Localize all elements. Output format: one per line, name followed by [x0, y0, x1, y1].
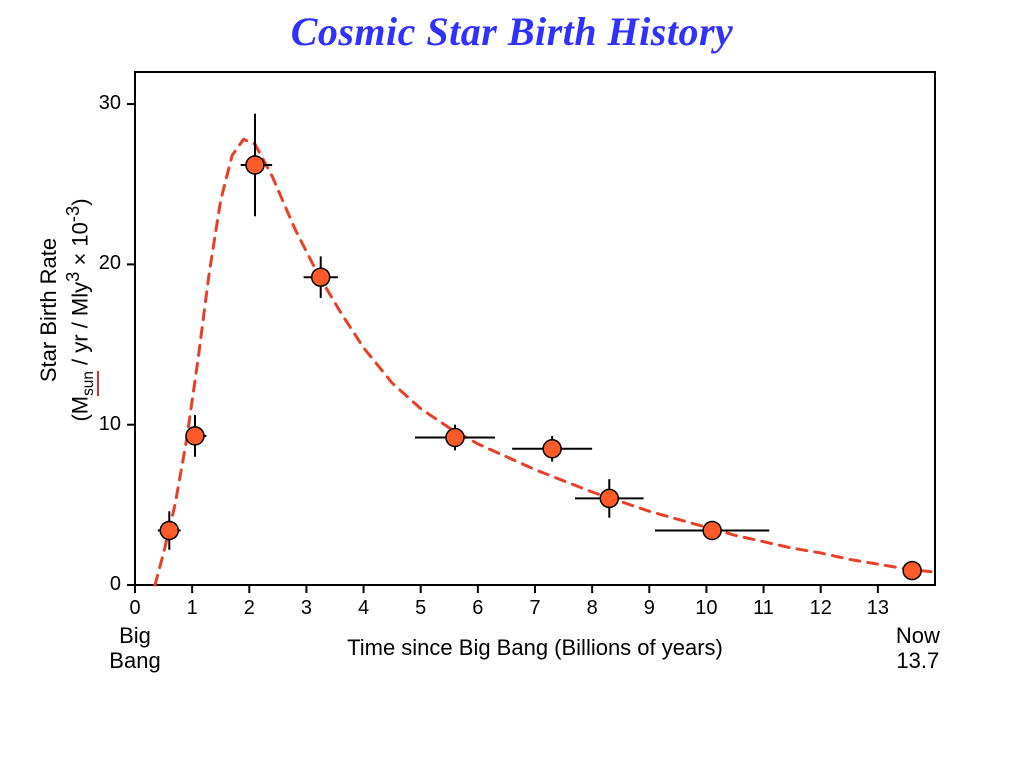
chart-svg — [0, 0, 1024, 768]
